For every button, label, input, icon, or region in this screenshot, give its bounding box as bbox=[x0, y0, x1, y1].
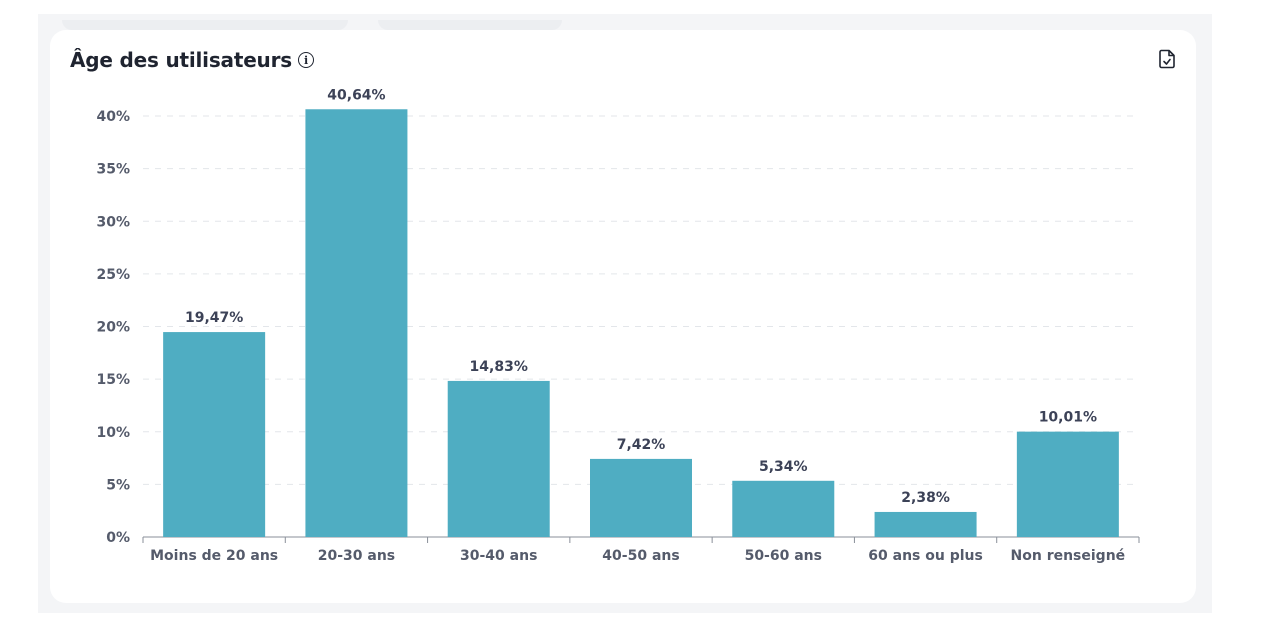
bar-value-label: 14,83% bbox=[470, 359, 528, 375]
y-tick-label: 0% bbox=[106, 530, 130, 546]
bar bbox=[163, 332, 266, 537]
x-category-label: 50-60 ans bbox=[745, 548, 822, 564]
y-tick-label: 30% bbox=[96, 214, 130, 230]
x-category-label: 30-40 ans bbox=[460, 548, 537, 564]
bar bbox=[1016, 431, 1119, 537]
bar-value-label: 10,01% bbox=[1039, 410, 1097, 426]
y-tick-label: 25% bbox=[96, 267, 130, 283]
bar-value-label: 7,42% bbox=[617, 437, 666, 453]
bar bbox=[732, 480, 835, 537]
info-icon[interactable]: i bbox=[297, 52, 314, 68]
x-category-label: Non renseigné bbox=[1011, 548, 1126, 564]
file-export-icon bbox=[1159, 49, 1175, 69]
y-tick-label: 10% bbox=[96, 425, 130, 441]
x-category-label: Moins de 20 ans bbox=[150, 548, 278, 564]
y-tick-label: 35% bbox=[96, 162, 130, 178]
y-tick-label: 5% bbox=[106, 477, 130, 493]
export-button[interactable] bbox=[1156, 48, 1178, 70]
y-tick-label: 40% bbox=[96, 109, 130, 125]
y-tick-label: 20% bbox=[96, 320, 130, 336]
x-category-label: 20-30 ans bbox=[318, 548, 395, 564]
y-tick-label: 15% bbox=[96, 372, 130, 388]
bar bbox=[874, 511, 977, 537]
card-title-row: Âge des utilisateurs i bbox=[70, 48, 314, 72]
bar-value-label: 2,38% bbox=[901, 490, 950, 506]
bar bbox=[305, 109, 408, 537]
card-title: Âge des utilisateurs bbox=[70, 48, 292, 72]
filter-pill[interactable] bbox=[62, 20, 348, 30]
filter-pill[interactable] bbox=[378, 20, 562, 30]
bar-value-label: 19,47% bbox=[185, 310, 243, 326]
x-category-label: 40-50 ans bbox=[602, 548, 679, 564]
bar-value-label: 5,34% bbox=[759, 459, 808, 475]
x-category-label: 60 ans ou plus bbox=[868, 548, 983, 564]
bar bbox=[590, 458, 692, 537]
bar-value-label: 40,64% bbox=[327, 87, 385, 103]
bar bbox=[447, 380, 550, 537]
